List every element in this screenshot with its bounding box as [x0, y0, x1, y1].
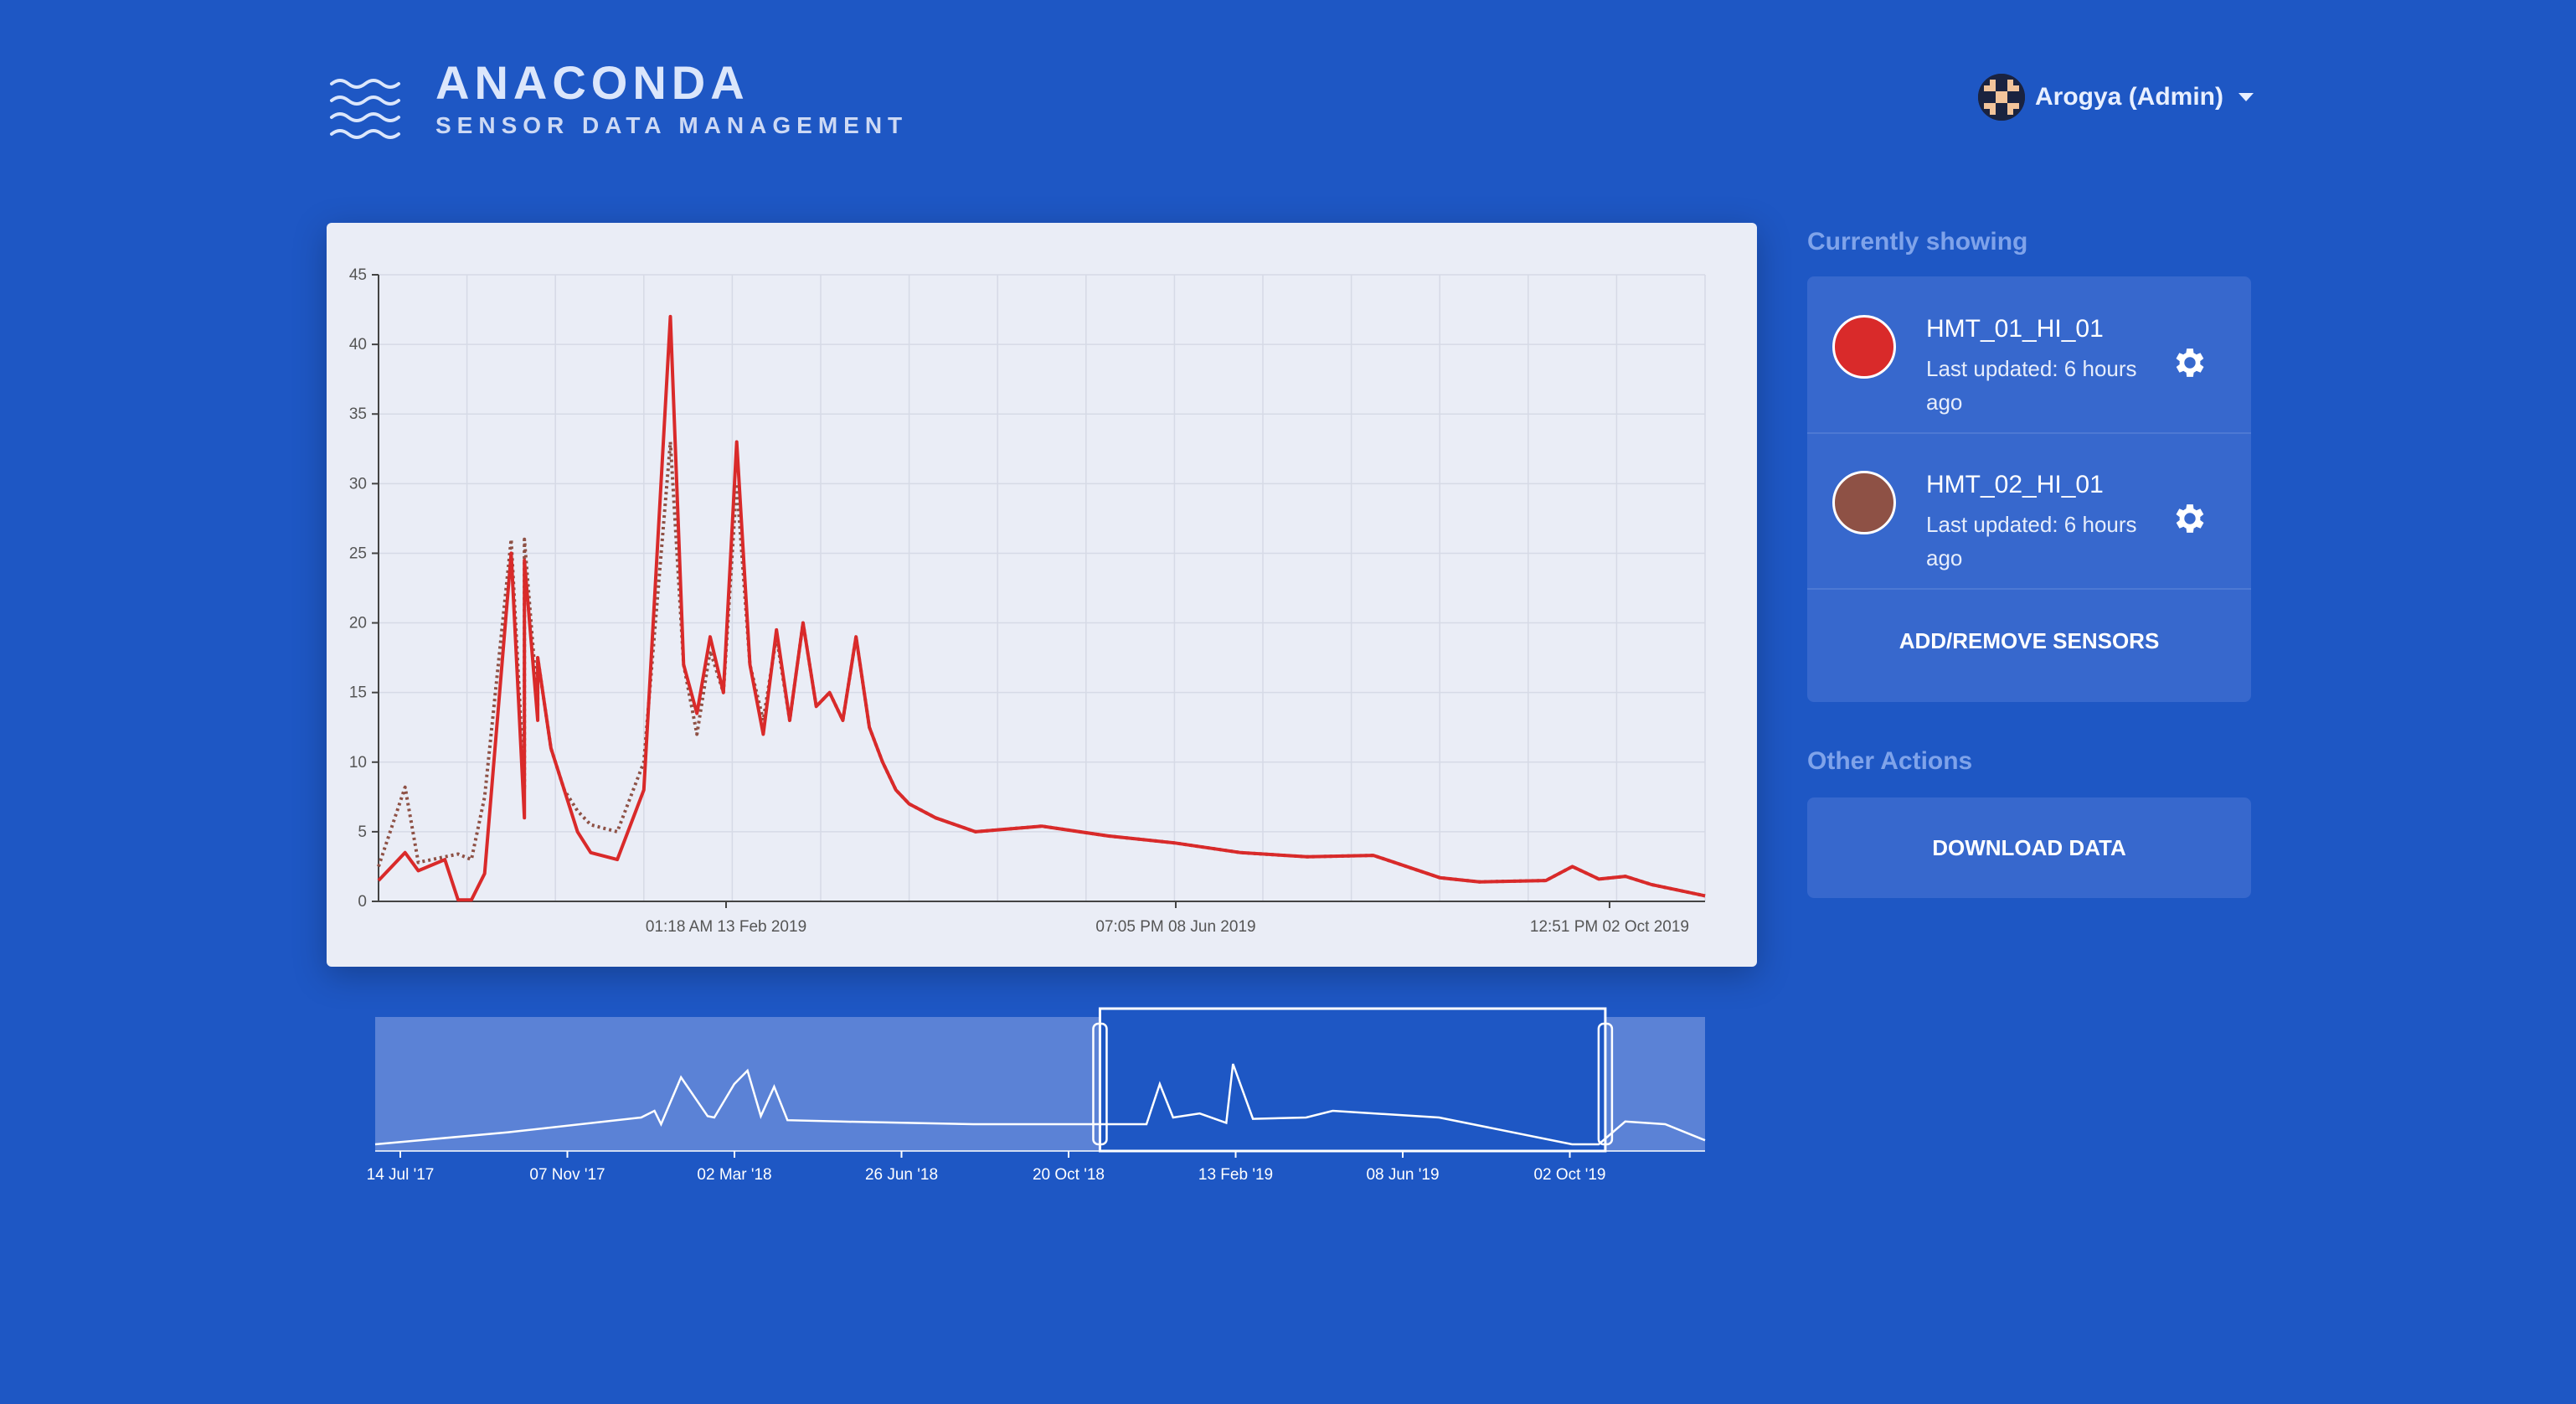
gear-icon[interactable]: [2171, 343, 2209, 382]
series-line-hmt-01: [377, 314, 1706, 902]
app-title: ANACONDA: [435, 56, 750, 109]
download-data-label: DOWNLOAD DATA: [1932, 834, 2126, 860]
app-subtitle: SENSOR DATA MANAGEMENT: [435, 112, 909, 138]
navigator-tick-label: 14 Jul '17: [367, 1166, 435, 1184]
navigator-handle-left[interactable]: [1092, 1022, 1108, 1146]
sensor-color-dot: [1832, 471, 1896, 534]
range-navigator[interactable]: 14 Jul '17 07 Nov '17 02 Mar '18 26 Jun '18…: [327, 997, 1757, 1198]
waves-icon: [330, 79, 400, 139]
x-tick-label: 07:05 PM 08 Jun 2019: [1095, 918, 1255, 936]
y-tick-label: 20: [349, 615, 367, 632]
sensor-name: HMT_01_HI_01: [1926, 315, 2104, 343]
sensor-updated: Last updated: 6 hours ago: [1926, 512, 2137, 570]
main-chart[interactable]: 0 5 10 15 20 25 30 35 40 45 01:18 AM 13 Feb 2019 07…: [327, 223, 1757, 967]
sensor-item[interactable]: HMT_01_HI_01 Last updated: 6 hours ago: [1807, 276, 2251, 434]
navigator-tick-label: 07 Nov '17: [529, 1166, 605, 1184]
user-menu[interactable]: Arogya (Admin): [1978, 74, 2254, 121]
y-tick-label: 30: [349, 475, 367, 493]
navigator-handle-right[interactable]: [1597, 1022, 1614, 1146]
navigator-tick-label: 26 Jun '18: [865, 1166, 938, 1184]
y-tick-label: 25: [349, 545, 367, 562]
add-remove-sensors-button[interactable]: ADD/REMOVE SENSORS: [1899, 628, 2160, 653]
navigator-tick-label: 13 Feb '19: [1198, 1166, 1273, 1184]
y-tick-label: 45: [349, 266, 367, 284]
sensor-updated: Last updated: 6 hours ago: [1926, 356, 2137, 415]
navigator-selection: [1098, 1007, 1607, 1153]
gear-icon[interactable]: [2171, 499, 2209, 538]
y-tick-label: 15: [349, 684, 367, 702]
navigator-tick-label: 02 Mar '18: [697, 1166, 771, 1184]
x-tick-label: 01:18 AM 13 Feb 2019: [646, 918, 806, 936]
navigator-tick-label: 20 Oct '18: [1033, 1166, 1105, 1184]
sensor-panel: HMT_01_HI_01 Last updated: 6 hours ago H…: [1807, 276, 2251, 702]
y-tick-label: 10: [349, 754, 367, 772]
sensor-color-dot: [1832, 315, 1896, 379]
sensor-item[interactable]: HMT_02_HI_01 Last updated: 6 hours ago: [1807, 432, 2251, 590]
x-tick-label: 12:51 PM 02 Oct 2019: [1530, 918, 1689, 936]
sensor-name: HMT_02_HI_01: [1926, 471, 2104, 498]
y-tick-label: 35: [349, 405, 367, 423]
navigator-tick-label: 08 Jun '19: [1366, 1166, 1439, 1184]
download-data-button[interactable]: DOWNLOAD DATA: [1807, 797, 2251, 898]
pixel-avatar-icon: [1978, 74, 2025, 121]
y-tick-label: 0: [358, 893, 367, 911]
y-tick-label: 5: [358, 823, 367, 841]
currently-showing-title: Currently showing: [1807, 228, 2028, 256]
y-tick-label: 40: [349, 336, 367, 354]
caret-down-icon: [2239, 93, 2254, 101]
other-actions-title: Other Actions: [1807, 747, 1973, 775]
navigator-tick-label: 02 Oct '19: [1533, 1166, 1605, 1184]
user-name: Arogya (Admin): [2035, 83, 2223, 111]
